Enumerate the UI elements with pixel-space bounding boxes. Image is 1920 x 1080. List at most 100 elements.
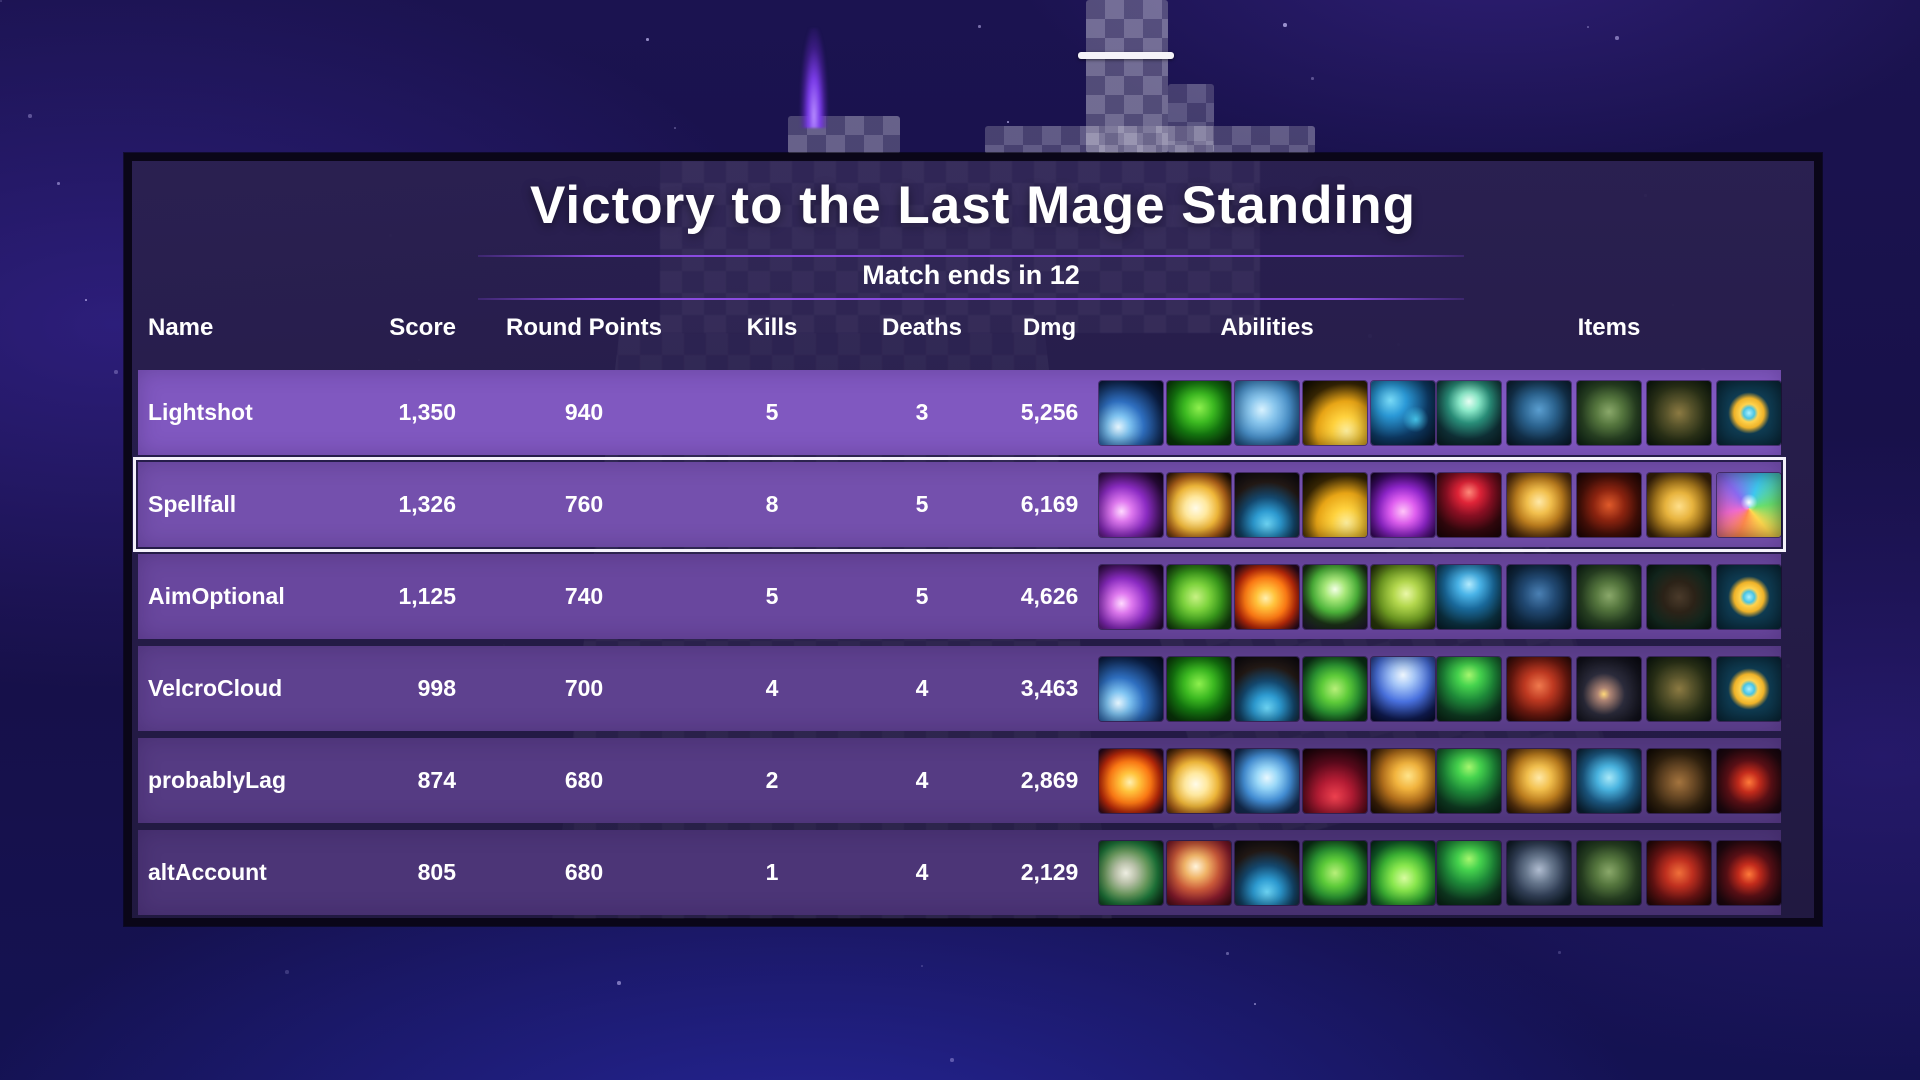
- ember-pendant-icon: [1717, 840, 1781, 905]
- title-divider: [478, 255, 1464, 257]
- kills-value: 1: [765, 859, 779, 885]
- frost-bolt-icon: [1099, 656, 1163, 721]
- navy-mage-robe-icon: [1507, 564, 1571, 629]
- player-name: Spellfall: [148, 491, 237, 517]
- column-header-round-points: Round Points: [506, 314, 662, 341]
- items-list: [1437, 748, 1781, 813]
- gold-armor-icon: [1507, 748, 1571, 813]
- round-points-value: 940: [564, 399, 604, 425]
- acid-splash-icon: [1371, 564, 1435, 629]
- crystal-staff-icon: [1437, 380, 1501, 445]
- score-value: 874: [417, 767, 456, 793]
- round-points-value: 700: [564, 675, 604, 701]
- items-list: [1437, 564, 1781, 629]
- star-dot: [85, 299, 87, 301]
- score-value: 1,125: [398, 583, 456, 609]
- green-wrap-icon: [1577, 840, 1641, 905]
- table-row[interactable]: altAccount 805 680 1 4 2,129: [138, 830, 1781, 915]
- verdant-flame-icon: [1371, 840, 1435, 905]
- scoreboard-panel: Victory to the Last Mage Standing Match …: [124, 153, 1822, 926]
- fire-orb-icon: [1235, 564, 1299, 629]
- crimson-boots-icon: [1647, 840, 1711, 905]
- heal-cross-icon: [1303, 656, 1367, 721]
- ice-shards-icon: [1235, 748, 1299, 813]
- column-header-dmg: Dmg: [1022, 314, 1077, 341]
- table-row[interactable]: VelcroCloud 998 700 4 4 3,463: [138, 646, 1781, 731]
- score-value: 1,326: [398, 491, 456, 517]
- arcane-slash-icon: [1099, 564, 1163, 629]
- column-header-kills: Kills: [746, 314, 798, 341]
- round-points-value: 680: [564, 767, 604, 793]
- gold-armor-icon: [1507, 472, 1571, 537]
- round-points-value: 740: [564, 583, 604, 609]
- spark-gloves-icon: [1577, 656, 1641, 721]
- match-timer-text: Match ends in 12: [862, 260, 1080, 290]
- star-dot: [114, 370, 118, 374]
- deaths-value: 4: [915, 859, 929, 885]
- abilities-list: [1097, 656, 1437, 721]
- score-value: 998: [417, 675, 456, 701]
- white-fireball-icon: [1167, 472, 1231, 537]
- white-fireball-icon: [1167, 748, 1231, 813]
- kills-value: 5: [765, 399, 779, 425]
- table-row[interactable]: AimOptional 1,125 740 5 5 4,626: [138, 554, 1781, 639]
- round-points-value: 760: [564, 491, 604, 517]
- items-list: [1437, 656, 1781, 721]
- deaths-value: 5: [915, 583, 929, 609]
- deaths-value: 4: [915, 767, 929, 793]
- dmg-value: 2,869: [1020, 767, 1079, 793]
- deaths-value: 3: [915, 399, 929, 425]
- castle-wall: [985, 126, 1315, 154]
- gold-boots-icon: [1647, 472, 1711, 537]
- emerald-wand-icon: [1437, 748, 1501, 813]
- heal-cross-icon: [1303, 840, 1367, 905]
- emerald-boots-icon: [1647, 656, 1711, 721]
- tower-health-bar: [1078, 52, 1174, 59]
- gold-blue-ring-icon: [1717, 380, 1781, 445]
- star-dot: [978, 25, 981, 28]
- gold-meteor-icon: [1371, 748, 1435, 813]
- ruby-scepter-icon: [1437, 472, 1501, 537]
- gold-blue-ring-icon: [1717, 564, 1781, 629]
- items-list: [1437, 380, 1781, 445]
- kills-value: 2: [765, 767, 779, 793]
- golden-burst-icon: [1303, 472, 1367, 537]
- purple-flame: [800, 28, 828, 128]
- column-header-name: Name: [148, 314, 214, 341]
- dmg-value: 2,129: [1020, 859, 1079, 885]
- table-row[interactable]: Spellfall 1,326 760 8 5 6,169: [133, 457, 1786, 552]
- star-dot: [1254, 1003, 1256, 1005]
- green-wrap-icon: [1577, 380, 1641, 445]
- kills-value: 5: [765, 583, 779, 609]
- arcane-flame-icon: [1371, 472, 1435, 537]
- nature-drop-icon: [1167, 380, 1231, 445]
- dmg-value: 6,169: [1020, 491, 1079, 517]
- star-dot: [950, 1058, 954, 1062]
- column-header-items: Items: [1577, 314, 1641, 341]
- star-dot: [28, 114, 32, 118]
- table-row[interactable]: Lightshot 1,350 940 5 3 5,256: [138, 370, 1781, 455]
- gale-burst-icon: [1167, 564, 1231, 629]
- red-robe-icon: [1507, 656, 1571, 721]
- star-dot: [1615, 36, 1619, 40]
- victory-title: Victory to the Last Mage Standing: [529, 176, 1417, 235]
- abilities-list: [1097, 380, 1437, 445]
- castle-tower: [1086, 0, 1168, 153]
- emerald-wand-icon: [1437, 656, 1501, 721]
- emerald-wand-icon: [1437, 840, 1501, 905]
- star-dot: [674, 127, 676, 129]
- frost-claw-icon: [1235, 656, 1299, 721]
- shadow-boots-icon: [1647, 564, 1711, 629]
- golden-burst-icon: [1303, 380, 1367, 445]
- column-header-abilities: Abilities: [1220, 314, 1314, 341]
- tide-staff-icon: [1437, 564, 1501, 629]
- fire-orb-icon: [1099, 748, 1163, 813]
- red-flames-icon: [1303, 748, 1367, 813]
- blue-mage-robe-icon: [1507, 380, 1571, 445]
- star-dot: [1007, 121, 1009, 123]
- column-header-deaths: Deaths: [881, 314, 963, 341]
- player-name: altAccount: [148, 859, 267, 885]
- phoenix-dive-icon: [1167, 840, 1231, 905]
- crystal-growth-icon: [1099, 840, 1163, 905]
- table-row[interactable]: probablyLag 874 680 2 4 2,869: [138, 738, 1781, 823]
